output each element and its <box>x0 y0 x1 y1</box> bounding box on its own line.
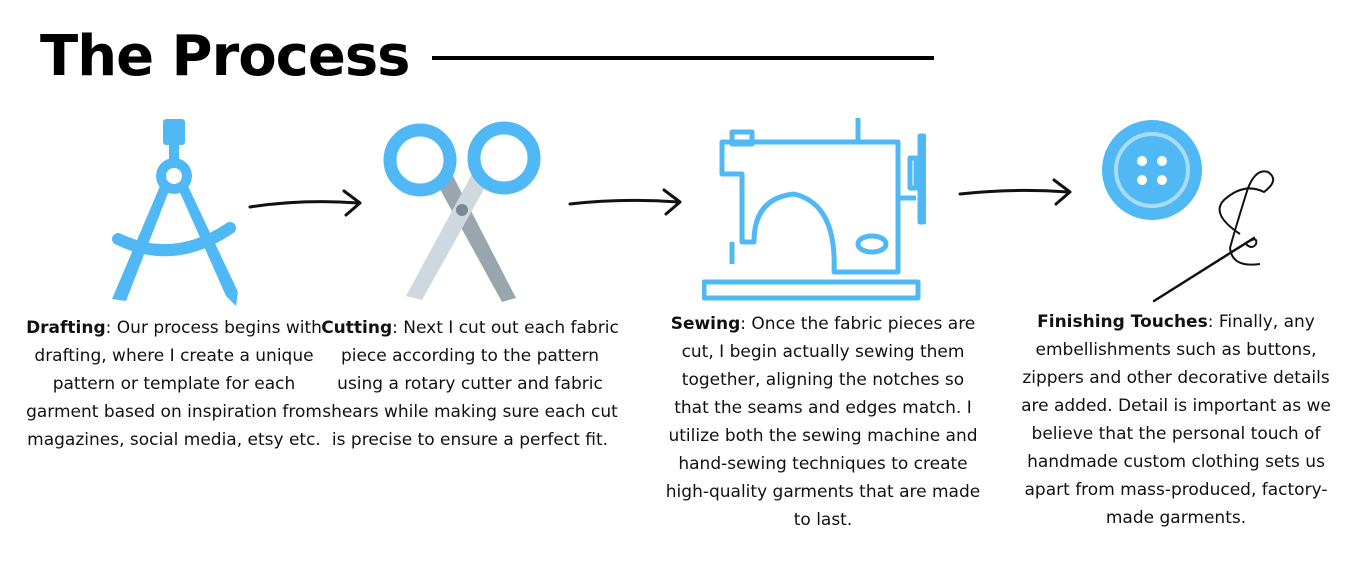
step-body-sewing: : Once the fabric pieces are cut, I begi… <box>665 314 981 530</box>
button-and-needle-icon <box>1102 120 1275 303</box>
step-description-drafting: Drafting: Our process begins with drafti… <box>24 314 324 454</box>
step-title-finishing: Finishing Touches <box>1037 312 1208 332</box>
sewing-machine-icon <box>702 118 926 301</box>
arrow-cutting-to-sewing <box>568 188 682 216</box>
step-title-drafting: Drafting <box>26 318 106 338</box>
step-title-cutting: Cutting <box>321 318 393 338</box>
step-description-cutting: Cutting: Next I cut out each fabric piec… <box>320 314 620 454</box>
step-description-finishing: Finishing Touches: Finally, any embellis… <box>1006 308 1346 532</box>
page-title: The Process <box>40 24 411 89</box>
step-body-cutting: : Next I cut out each fabric piece accor… <box>322 318 619 450</box>
arrow-sewing-to-finishing <box>958 178 1072 206</box>
drafting-compass-icon <box>112 119 238 306</box>
step-title-sewing: Sewing <box>670 314 741 334</box>
title-underline <box>432 56 934 60</box>
step-body-finishing: : Finally, any embellishments such as bu… <box>1021 312 1331 528</box>
arrow-drafting-to-cutting <box>248 189 362 217</box>
step-description-sewing: Sewing: Once the fabric pieces are cut, … <box>662 310 984 534</box>
step-body-drafting: : Our process begins with drafting, wher… <box>26 318 322 450</box>
scissors-icon <box>383 121 541 302</box>
